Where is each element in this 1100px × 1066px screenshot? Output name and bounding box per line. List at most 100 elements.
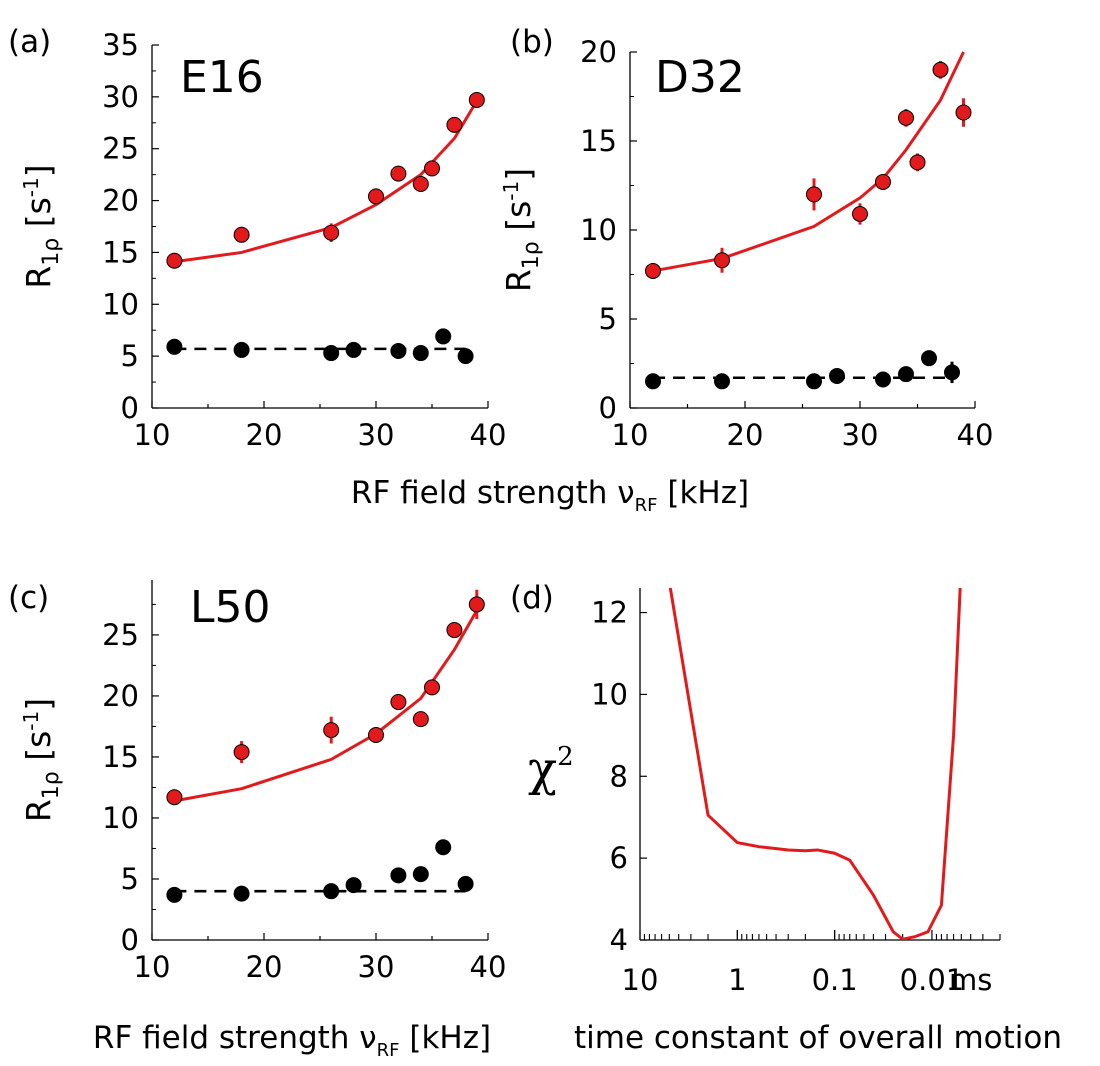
y-axis-label-sup: 2 — [557, 742, 574, 772]
y-axis-label-main: χ — [528, 741, 557, 797]
y-tick-label: 20 — [102, 679, 139, 713]
x-tick-label: 10 — [622, 963, 659, 997]
data-point-red — [412, 175, 429, 192]
y-tick-label: 30 — [102, 80, 139, 114]
x-tick-label: 30 — [358, 950, 395, 984]
data-point-black — [412, 866, 429, 883]
data-point-red — [166, 252, 183, 269]
panel-label: (a) — [8, 24, 51, 60]
y-tick-label: 15 — [580, 124, 617, 158]
data-point-black — [435, 839, 452, 856]
data-point-red — [323, 224, 340, 241]
x-tick-label: 40 — [957, 418, 994, 452]
y-axis-label-part: 1ρ — [39, 771, 64, 799]
y-tick-label: 25 — [102, 132, 139, 166]
x-unit-label: ms — [949, 963, 992, 997]
y-axis-label-part: -1 — [19, 711, 43, 731]
y-tick-label: 15 — [102, 740, 139, 774]
data-point-black — [390, 342, 407, 359]
x-axis-label-text: RF field strength ν — [93, 1020, 377, 1056]
x-tick-label: 0.01 — [900, 963, 965, 997]
data-point-black — [921, 350, 937, 367]
x-tick-label: 30 — [358, 418, 395, 452]
y-axis-label-part: R — [19, 799, 58, 822]
data-point-red — [424, 679, 440, 696]
y-tick-label: 20 — [580, 35, 617, 69]
x-axis-label-text: RF field strength ν — [351, 475, 635, 511]
y-tick-label: 10 — [102, 287, 139, 321]
y-tick-label: 25 — [102, 618, 139, 652]
data-point-black — [166, 886, 183, 903]
y-axis-label-part: -1 — [19, 177, 43, 197]
y-axis-label-part: 1ρ — [519, 241, 544, 269]
data-point-black — [323, 345, 340, 362]
y-axis-label-part: 1ρ — [39, 238, 64, 266]
data-point-red — [446, 622, 463, 639]
panel-b: 10 20 30 40 0 5 10 15 20 (b) D32 R1ρ [s-1] — [499, 24, 993, 452]
y-axis-label-part: R — [499, 269, 538, 292]
data-point-black — [714, 373, 730, 390]
data-point-red — [852, 205, 868, 222]
y-axis-label-part: ] — [499, 168, 538, 181]
panel-label: (b) — [510, 24, 554, 60]
data-point-red — [412, 711, 429, 728]
x-axis-label-bottom: RF field strength νRF [kHz] — [93, 1020, 491, 1061]
data-point-black — [233, 341, 250, 358]
y-tick-label: 35 — [102, 28, 139, 62]
y-tick-label: 0 — [121, 923, 139, 957]
y-axis-label: R1ρ [s-1] — [19, 698, 64, 822]
y-tick-label: 4 — [610, 923, 628, 957]
x-axis-label-sub: RF — [377, 1040, 400, 1061]
y-tick-label: 5 — [599, 302, 617, 336]
y-tick-label: 10 — [580, 213, 617, 247]
y-tick-label: 0 — [599, 391, 617, 425]
y-axis-label-part: ] — [19, 164, 58, 177]
chi2-curve — [668, 588, 962, 940]
y-axis-label-part: [s — [19, 197, 58, 238]
y-axis-label-part: R — [19, 266, 58, 289]
data-point-black — [435, 328, 452, 345]
data-point-red — [368, 188, 384, 205]
panel-label: (c) — [8, 580, 49, 616]
y-tick-label: 5 — [121, 862, 139, 896]
data-point-red — [714, 252, 730, 269]
data-point-red — [323, 722, 340, 739]
x-tick-label: 40 — [470, 418, 507, 452]
y-tick-label: 0 — [121, 391, 139, 425]
data-point-black — [944, 364, 960, 381]
panel-label: (d) — [510, 580, 554, 616]
fit-curve-red — [174, 100, 479, 264]
fit-curve-red — [174, 609, 479, 803]
data-point-red — [875, 173, 891, 190]
x-tick-label: 40 — [470, 950, 507, 984]
y-axis-label-part: ] — [19, 698, 58, 711]
data-point-red — [424, 160, 440, 177]
data-point-red — [166, 789, 183, 806]
data-point-red — [368, 726, 384, 743]
y-tick-label: 12 — [591, 596, 628, 630]
data-point-black — [390, 867, 407, 884]
panel-a: 10 20 30 40 0 5 10 15 20 25 30 35 (a) E16 R1ρ [s-1] — [8, 24, 506, 452]
y-axis-label-part: -1 — [499, 181, 523, 201]
panel-title: L50 — [190, 582, 271, 633]
panel-title: D32 — [655, 52, 745, 103]
data-point-red — [645, 262, 661, 279]
data-point-red — [806, 186, 822, 203]
data-point-black — [457, 875, 474, 892]
y-tick-label: 15 — [102, 235, 139, 269]
x-axis-label-unit: [kHz] — [658, 475, 750, 511]
data-point-black — [412, 345, 429, 362]
x-tick-label: 1 — [728, 963, 746, 997]
y-tick-label: 20 — [102, 184, 139, 218]
x-axis-label: time constant of overall motion — [574, 1020, 1062, 1056]
x-axis-label-sub: RF — [635, 495, 658, 516]
x-tick-label: 30 — [842, 418, 879, 452]
y-axis-label: R1ρ [s-1] — [19, 164, 64, 288]
data-point-black — [323, 883, 340, 900]
x-axis-label-unit: [kHz] — [400, 1020, 492, 1056]
data-point-black — [875, 371, 891, 388]
data-point-black — [345, 341, 362, 358]
data-point-red — [898, 109, 914, 126]
data-point-red — [468, 91, 485, 108]
